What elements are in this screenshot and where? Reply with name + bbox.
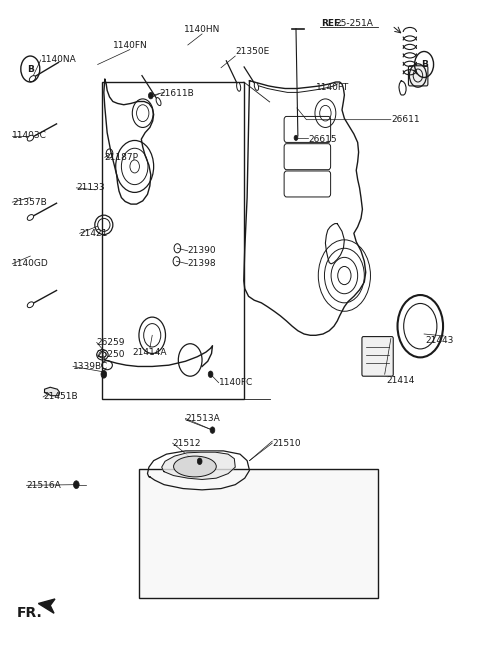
- Text: 21350E: 21350E: [235, 47, 269, 56]
- Text: 21512: 21512: [173, 439, 201, 447]
- Text: 21414A: 21414A: [132, 348, 167, 357]
- Ellipse shape: [27, 215, 34, 220]
- Text: 21611B: 21611B: [159, 89, 194, 98]
- Text: 21414: 21414: [386, 376, 415, 385]
- Text: 1339BC: 1339BC: [73, 362, 108, 371]
- Text: B: B: [420, 60, 428, 69]
- Text: 1140FC: 1140FC: [219, 378, 253, 387]
- Text: 21390: 21390: [188, 246, 216, 255]
- Text: 21451B: 21451B: [43, 392, 78, 402]
- Ellipse shape: [27, 302, 34, 308]
- Circle shape: [73, 481, 79, 489]
- Ellipse shape: [254, 83, 259, 90]
- Bar: [102, 82, 244, 400]
- Ellipse shape: [156, 98, 161, 105]
- Text: 21133: 21133: [76, 183, 105, 193]
- Text: 26611: 26611: [392, 115, 420, 124]
- Ellipse shape: [29, 75, 36, 82]
- Text: 21443: 21443: [425, 336, 454, 345]
- Polygon shape: [38, 599, 55, 613]
- Text: 1140FN: 1140FN: [112, 41, 147, 50]
- Bar: [139, 469, 378, 598]
- Text: 1140NA: 1140NA: [41, 56, 76, 64]
- Text: 26250: 26250: [96, 350, 125, 360]
- Text: 26259: 26259: [96, 338, 125, 347]
- Circle shape: [208, 371, 213, 377]
- Circle shape: [210, 427, 215, 434]
- Text: 21516A: 21516A: [26, 481, 61, 490]
- Circle shape: [294, 136, 298, 140]
- Text: 21513A: 21513A: [185, 414, 220, 423]
- Circle shape: [197, 458, 202, 464]
- Polygon shape: [45, 387, 60, 396]
- Text: 25-251A: 25-251A: [335, 19, 373, 28]
- Circle shape: [148, 92, 153, 99]
- FancyBboxPatch shape: [362, 337, 393, 376]
- Polygon shape: [162, 452, 235, 479]
- Ellipse shape: [174, 456, 216, 477]
- Text: B: B: [27, 65, 34, 73]
- Text: 1140GD: 1140GD: [12, 259, 49, 269]
- FancyBboxPatch shape: [408, 66, 428, 86]
- Text: 21421: 21421: [80, 229, 108, 238]
- Text: 1140FT: 1140FT: [316, 83, 349, 92]
- Text: REF.: REF.: [321, 19, 342, 28]
- Text: FR.: FR.: [17, 607, 43, 620]
- Text: 26615: 26615: [309, 135, 337, 143]
- Ellipse shape: [237, 83, 240, 91]
- Text: 11403C: 11403C: [12, 132, 47, 140]
- Circle shape: [101, 370, 107, 378]
- Ellipse shape: [27, 136, 34, 141]
- Text: 21398: 21398: [188, 259, 216, 269]
- Text: 1140HN: 1140HN: [184, 25, 220, 34]
- Text: 21187P: 21187P: [105, 153, 139, 162]
- Text: 21357B: 21357B: [12, 198, 47, 207]
- Text: 21510: 21510: [272, 439, 301, 447]
